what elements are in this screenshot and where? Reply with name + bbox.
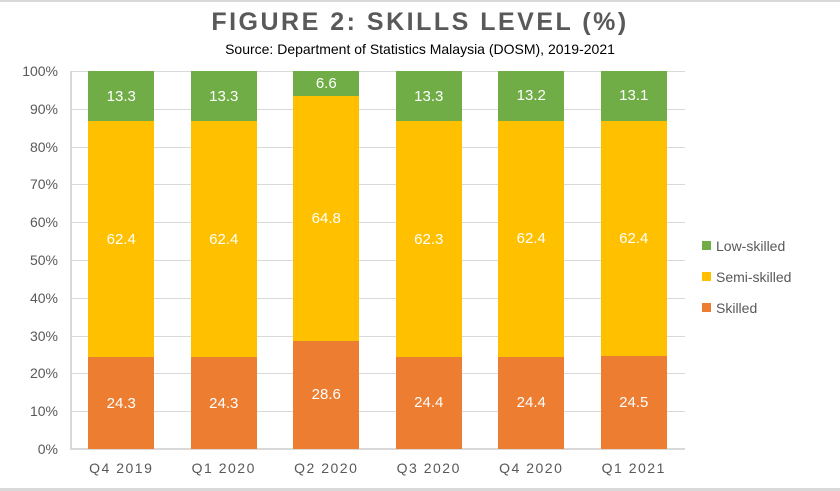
y-tick-label: 80% xyxy=(29,138,58,155)
y-tick-label: 50% xyxy=(29,252,58,268)
data-label: 13.3 xyxy=(106,87,136,105)
gridline xyxy=(70,108,685,110)
gridline xyxy=(70,222,685,224)
legend-label: Skilled xyxy=(716,299,758,316)
x-tick-label: Q2 2020 xyxy=(294,460,359,476)
bar-segment-semi-skilled: 62.4 xyxy=(88,121,155,358)
stacked-bar: 24.4 62.3 13.3 xyxy=(395,71,462,449)
plot-area: 24.3 62.4 13.3 24.3 62.4 13.3 28.6 64.8 6.6 24.4 6… xyxy=(70,71,685,450)
data-label: 24.4 xyxy=(516,394,546,412)
stacked-bar: 24.3 62.4 13.3 xyxy=(88,71,155,449)
legend-swatch-icon xyxy=(702,241,711,250)
y-tick-label: 0% xyxy=(37,441,58,457)
bar-segment-semi-skilled: 62.4 xyxy=(498,120,565,357)
bar-segment-skilled: 24.3 xyxy=(190,357,257,449)
bar-segment-low-skilled: 13.1 xyxy=(600,71,667,121)
bar-segment-skilled: 28.6 xyxy=(293,340,360,449)
legend-item-skilled: Skilled xyxy=(702,292,791,323)
data-label: 24.4 xyxy=(414,394,444,412)
data-label: 62.3 xyxy=(414,230,444,248)
bar-segment-low-skilled: 13.3 xyxy=(190,71,257,122)
x-tick-label: Q1 2020 xyxy=(191,460,256,476)
data-label: 24.3 xyxy=(209,394,239,412)
gridline xyxy=(70,184,685,186)
legend-label: Low-skilled xyxy=(716,237,786,254)
bar-segment-semi-skilled: 62.4 xyxy=(600,120,667,357)
y-tick-label: 10% xyxy=(29,403,58,420)
bar-segment-skilled: 24.5 xyxy=(600,356,667,449)
data-label: 13.1 xyxy=(619,87,649,105)
x-tick-label: Q3 2020 xyxy=(396,460,461,476)
bar-segment-low-skilled: 13.3 xyxy=(395,71,462,122)
stacked-bar: 24.5 62.4 13.1 xyxy=(600,71,667,449)
y-tick-label: 100% xyxy=(22,63,58,79)
chart-title: FIGURE 2: SKILLS LEVEL (%) xyxy=(211,8,629,36)
legend: Low-skilled Semi-skilled Skilled xyxy=(702,230,791,323)
bar-segment-semi-skilled: 64.8 xyxy=(293,95,360,341)
data-label: 62.4 xyxy=(619,229,649,247)
y-tick-label: 60% xyxy=(29,214,58,231)
y-tick-label: 90% xyxy=(29,100,58,117)
y-tick-label: 30% xyxy=(29,327,58,344)
gridline xyxy=(70,411,685,413)
gridline xyxy=(70,260,685,261)
data-label: 13.2 xyxy=(516,87,546,105)
stacked-bar: 28.6 64.8 6.6 xyxy=(293,71,360,449)
bar-segment-low-skilled: 6.6 xyxy=(293,71,360,96)
gridline xyxy=(70,297,685,299)
gridline xyxy=(70,146,685,148)
y-axis-line xyxy=(70,71,72,449)
x-tick-label: Q1 2021 xyxy=(601,460,666,476)
gridline xyxy=(70,373,685,375)
legend-swatch-icon xyxy=(702,303,711,312)
y-tick-label: 20% xyxy=(29,365,58,382)
gridline xyxy=(70,335,685,337)
stacked-bar: 24.3 62.4 13.3 xyxy=(190,71,257,449)
data-label: 13.3 xyxy=(414,87,444,105)
bar-segment-skilled: 24.3 xyxy=(88,357,155,449)
legend-item-low-skilled: Low-skilled xyxy=(702,230,791,261)
data-label: 28.6 xyxy=(311,386,341,404)
data-label: 64.8 xyxy=(311,209,341,227)
data-label: 6.6 xyxy=(315,74,337,92)
gridline xyxy=(70,71,685,72)
legend-label: Semi-skilled xyxy=(716,268,792,285)
legend-swatch-icon xyxy=(702,272,711,281)
stacked-bar: 24.4 62.4 13.2 xyxy=(498,71,565,449)
data-label: 62.4 xyxy=(209,230,239,248)
data-label: 24.3 xyxy=(106,394,136,412)
bar-segment-low-skilled: 13.3 xyxy=(88,71,155,122)
x-tick-label: Q4 2019 xyxy=(89,460,154,476)
y-tick-label: 40% xyxy=(29,289,58,306)
data-label: 62.4 xyxy=(516,230,546,248)
y-tick-label: 70% xyxy=(29,176,58,193)
chart-subtitle: Source: Department of Statistics Malaysi… xyxy=(225,41,615,57)
bar-segment-semi-skilled: 62.4 xyxy=(190,121,257,358)
data-label: 24.5 xyxy=(619,394,649,412)
data-label: 13.3 xyxy=(209,87,239,105)
x-axis-line xyxy=(70,448,685,450)
x-tick-label: Q4 2020 xyxy=(499,460,564,476)
bar-segment-skilled: 24.4 xyxy=(395,356,462,449)
data-label: 62.4 xyxy=(106,230,136,248)
bar-segment-semi-skilled: 62.3 xyxy=(395,121,462,357)
bar-segment-low-skilled: 13.2 xyxy=(498,71,565,121)
bar-segment-skilled: 24.4 xyxy=(498,356,565,449)
legend-item-semi-skilled: Semi-skilled xyxy=(702,261,791,292)
